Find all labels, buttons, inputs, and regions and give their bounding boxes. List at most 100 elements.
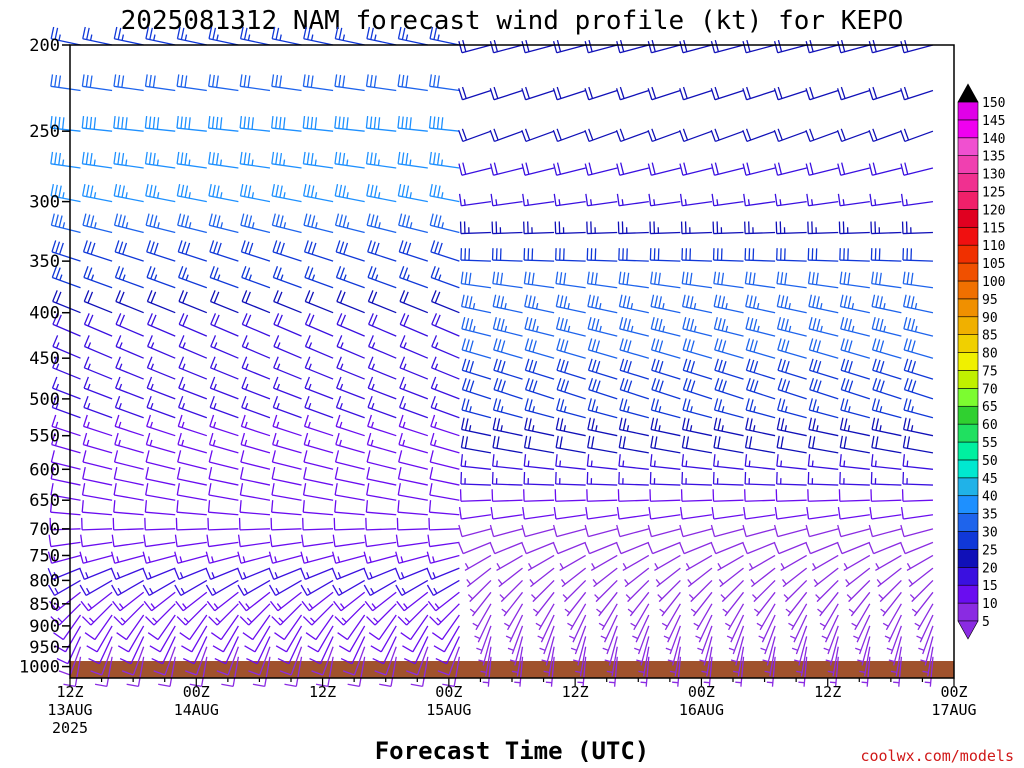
barb-staff [587, 231, 618, 235]
barb-feather [181, 645, 193, 653]
barb-half-feather [409, 222, 413, 229]
barb-feather [145, 616, 155, 626]
barb-feather [113, 26, 118, 39]
wind-barb [679, 193, 713, 207]
barb-half-feather [246, 617, 253, 623]
wind-barb [745, 358, 776, 380]
barb-feather [627, 360, 632, 373]
barb-staff [430, 224, 460, 234]
wind-barb [115, 290, 144, 314]
wind-barb [395, 551, 428, 564]
barb-feather [653, 272, 657, 285]
barb-staff [295, 656, 303, 687]
barb-half-feather [689, 425, 693, 432]
barb-feather [524, 128, 531, 141]
colorbar-label: 100 [982, 275, 1005, 290]
wind-barb [48, 534, 81, 548]
barb-feather [89, 152, 93, 166]
barb-staff [589, 541, 618, 555]
barb-staff [351, 636, 366, 664]
barb-staff [82, 554, 113, 564]
barb-staff [808, 514, 839, 520]
barb-staff [658, 579, 681, 603]
barb-feather [587, 358, 593, 371]
barb-half-feather [526, 199, 529, 206]
barb-half-feather [722, 608, 728, 614]
barb-staff [682, 465, 713, 470]
wind-barb [728, 625, 745, 655]
barb-feather [209, 356, 216, 369]
barb-feather [239, 616, 250, 626]
barb-half-feather [874, 199, 877, 206]
barb-half-feather [606, 670, 613, 674]
barb-feather [469, 340, 474, 353]
barb-staff [514, 636, 524, 666]
wind-barb [893, 656, 903, 687]
barb-feather [742, 542, 748, 554]
barb-half-feather [87, 383, 91, 390]
barb-feather [152, 152, 156, 166]
wind-barb [81, 116, 113, 132]
barb-feather [399, 313, 406, 325]
barb-feather [848, 360, 853, 373]
wind-barb [788, 603, 808, 631]
wind-barb [427, 534, 460, 548]
barb-staff [178, 345, 208, 359]
wind-barb [240, 414, 271, 437]
barb-feather [434, 291, 441, 304]
wind-barb [336, 356, 365, 380]
barb-feather [654, 359, 660, 372]
barb-feather [745, 294, 749, 307]
wind-barb [237, 579, 271, 596]
barb-feather [461, 86, 467, 99]
barb-half-feather [788, 622, 794, 627]
barb-staff [618, 231, 649, 235]
barb-feather [749, 295, 753, 308]
wind-barb [81, 500, 113, 516]
barb-staff [557, 541, 586, 555]
barb-feather [50, 151, 54, 164]
barb-staff [904, 369, 934, 380]
barb-staff [808, 428, 839, 437]
barb-half-feather [469, 406, 472, 413]
barb-feather [306, 74, 310, 87]
barb-staff [898, 656, 903, 687]
barb-half-feather [823, 647, 830, 651]
barb-half-feather [308, 383, 312, 390]
barb-staff [724, 591, 745, 617]
barb-feather [212, 214, 217, 227]
barb-feather [114, 395, 121, 408]
barb-feather [900, 542, 906, 554]
barb-feather [749, 318, 754, 330]
barb-staff [840, 349, 870, 359]
barb-staff [777, 328, 807, 337]
barb-feather [119, 658, 132, 665]
barb-staff [114, 461, 144, 470]
barb-half-feather [703, 681, 710, 684]
barb-feather [776, 417, 781, 430]
barb-feather [493, 377, 499, 390]
barb-feather [654, 295, 659, 308]
barb-feather [397, 74, 401, 87]
barb-feather [237, 584, 245, 596]
barb-half-feather [874, 460, 877, 467]
wind-barb [399, 335, 429, 359]
wind-barb [798, 656, 808, 687]
wind-barb [829, 656, 839, 687]
barb-staff [651, 89, 681, 101]
wind-barb [669, 646, 682, 677]
barb-staff [919, 614, 934, 643]
barb-staff [336, 345, 365, 359]
barb-staff [493, 369, 523, 380]
barb-feather [469, 360, 475, 373]
barb-half-feather [118, 402, 122, 410]
wind-barb [114, 432, 144, 454]
wind-barb [239, 116, 271, 132]
barb-feather [240, 432, 246, 445]
barb-feather [464, 272, 468, 285]
barb-feather [587, 317, 592, 330]
barb-feather [314, 117, 318, 130]
barb-feather [147, 632, 159, 641]
wind-barb [807, 454, 839, 470]
barb-feather [773, 88, 779, 100]
